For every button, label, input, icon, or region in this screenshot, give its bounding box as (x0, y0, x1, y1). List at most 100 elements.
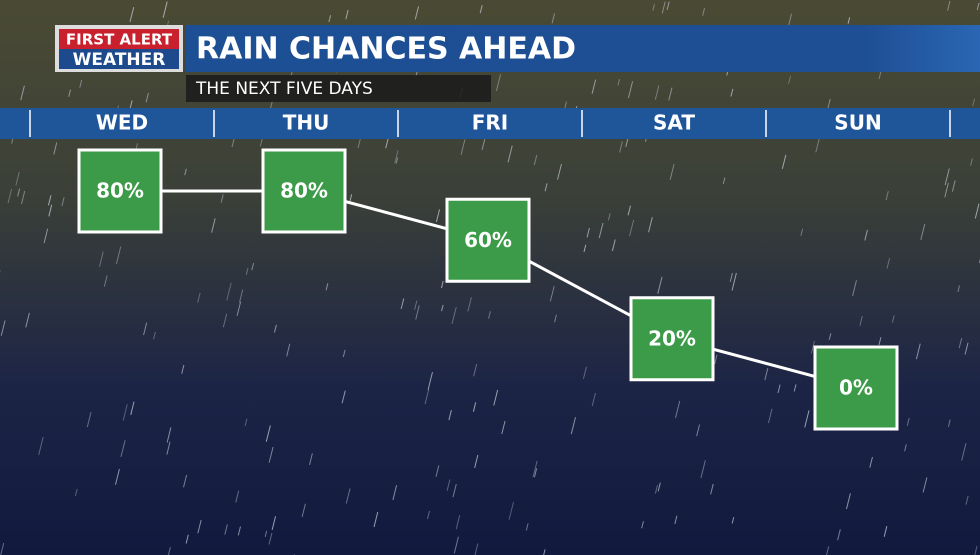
rain-streak (245, 267, 249, 275)
rain-streak (629, 219, 635, 237)
chart-title: RAIN CHANCES AHEAD (196, 32, 576, 67)
rain-streak (661, 1, 666, 14)
rain-streak (532, 460, 538, 478)
rain-streak (61, 197, 65, 207)
x-tick-label: SAT (653, 111, 695, 135)
rain-streak (129, 6, 135, 23)
title-bar (186, 25, 980, 72)
rain-streak (859, 315, 863, 326)
x-tick-label: WED (96, 111, 148, 135)
rain-streak (446, 479, 451, 491)
rain-streak (373, 511, 379, 528)
rain-streak (944, 168, 950, 186)
rain-streak (675, 400, 681, 419)
rain-streak (328, 15, 332, 23)
rain-streak (582, 366, 587, 379)
rain-streak (904, 444, 907, 452)
rain-streak (837, 529, 841, 541)
rain-streak (349, 194, 353, 202)
rain-streak (435, 209, 441, 222)
rain-streak (583, 244, 587, 253)
rain-streak (167, 546, 171, 555)
rain-streak (473, 364, 478, 377)
data-label: 20% (648, 326, 696, 350)
rain-streak (722, 177, 726, 185)
rain-streak (166, 441, 171, 455)
rain-streak (43, 228, 49, 244)
rain-streak (674, 515, 678, 525)
rain-streak (309, 453, 313, 466)
rain-streak (557, 163, 562, 180)
rain-streak (357, 138, 361, 149)
rain-streak (453, 536, 459, 554)
rain-streak (184, 168, 187, 176)
data-label: 80% (280, 179, 328, 203)
rain-streak (414, 6, 420, 20)
rain-streak (53, 142, 58, 155)
rain-streak (122, 404, 128, 421)
rain-streak (385, 138, 389, 149)
rain-streak (669, 164, 675, 180)
rain-streak (0, 320, 6, 336)
rain-streak (115, 246, 122, 265)
point-box (629, 296, 715, 382)
rain-streak (501, 420, 506, 435)
rain-streak (828, 333, 832, 340)
rain-streak (68, 89, 72, 97)
rain-streak (455, 515, 461, 530)
rain-streak (415, 305, 420, 320)
rain-streak (781, 154, 787, 169)
rain-streak (810, 340, 815, 354)
rain-streak (767, 408, 773, 424)
rain-streak (115, 468, 120, 485)
rain-streak (345, 10, 349, 20)
rain-streak (648, 217, 653, 233)
rain-streak (965, 495, 969, 505)
day-bar (0, 108, 980, 139)
rain-streak (130, 401, 135, 415)
rain-streak (286, 343, 291, 357)
rain-streak (906, 417, 910, 426)
rain-streak (17, 188, 21, 197)
rain-streak (729, 272, 733, 282)
rain-streak (239, 289, 244, 303)
rain-streak (915, 343, 921, 360)
point-box (77, 148, 163, 234)
rain-streak (271, 516, 277, 531)
rain-streak (543, 549, 546, 555)
rain-streak (961, 443, 967, 461)
rain-streak (120, 440, 126, 458)
rain-streak (970, 158, 973, 166)
rain-streak (341, 390, 346, 404)
rain-streak (211, 218, 216, 233)
rain-streak (627, 205, 631, 216)
rain-streak (394, 150, 399, 164)
rain-streak (474, 543, 479, 555)
x-tick-label: THU (283, 111, 330, 135)
rain-streak (731, 272, 737, 291)
rain-streak (48, 204, 53, 217)
subtitle-bar (186, 75, 491, 102)
rain-streak (224, 524, 228, 535)
rain-streak (922, 477, 928, 493)
rain-streak (944, 182, 949, 198)
rain-streak (619, 141, 623, 153)
rain-streak (958, 337, 963, 349)
rain-streak (878, 71, 882, 80)
rain-streak (788, 75, 792, 84)
rain-streak (103, 275, 108, 287)
x-tick-label: SUN (834, 111, 881, 135)
rain-streak (657, 276, 663, 294)
rain-streak (414, 300, 418, 310)
rain-streak (495, 74, 502, 92)
point-box (261, 148, 347, 234)
rain-streak (730, 88, 734, 97)
rain-streak (15, 171, 20, 186)
rain-streak (7, 188, 13, 204)
rain-streak (947, 419, 951, 427)
point-box (445, 197, 531, 283)
rain-streak (668, 87, 673, 101)
rain-streak (974, 203, 980, 219)
